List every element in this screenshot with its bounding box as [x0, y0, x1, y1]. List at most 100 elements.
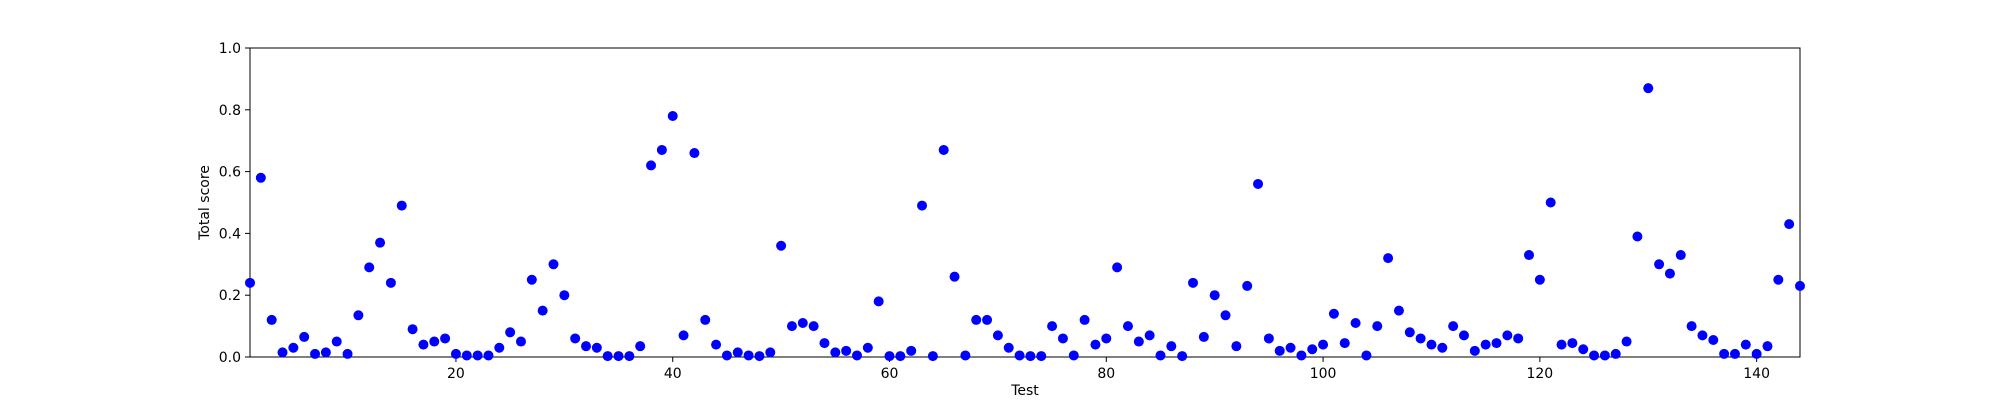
data-point [711, 339, 722, 350]
data-point [266, 314, 277, 325]
data-point [570, 333, 581, 344]
data-point [927, 351, 938, 362]
x-tick-label: 40 [664, 366, 682, 382]
plot-area [249, 47, 1801, 358]
data-point [288, 342, 299, 353]
x-tick-label: 60 [881, 366, 899, 382]
data-point [537, 305, 548, 316]
data-point [602, 351, 613, 362]
y-axis-label: Total score [197, 165, 213, 241]
y-tick-label: 0.0 [219, 350, 241, 366]
data-point [1664, 268, 1675, 279]
data-point [1708, 335, 1719, 346]
data-point [949, 271, 960, 282]
data-point [1079, 314, 1090, 325]
data-point [1198, 331, 1209, 342]
x-tick-label: 140 [1743, 366, 1770, 382]
data-point [1654, 259, 1665, 270]
data-point [1426, 339, 1437, 350]
data-point [1383, 253, 1394, 264]
data-point [808, 321, 819, 332]
data-point [1545, 197, 1556, 208]
data-point [1188, 277, 1199, 288]
data-point [1361, 350, 1372, 361]
data-point [982, 314, 993, 325]
y-axis: 0.0 0.2 0.4 0.6 0.8 1.0 [219, 41, 250, 366]
data-point [613, 351, 624, 362]
data-point [1057, 333, 1068, 344]
data-point [700, 314, 711, 325]
data-point [624, 351, 635, 362]
data-point [255, 172, 266, 183]
data-point [1036, 351, 1047, 362]
data-point [1328, 308, 1339, 319]
data-point [299, 331, 310, 342]
data-point [1047, 321, 1058, 332]
data-point [1632, 231, 1643, 242]
x-axis-label: Test [1010, 383, 1039, 399]
data-point [1675, 250, 1686, 261]
data-point [461, 350, 472, 361]
data-point [1534, 274, 1545, 285]
data-point [1296, 350, 1307, 361]
data-point [1415, 333, 1426, 344]
data-point [1773, 274, 1784, 285]
data-point [1220, 310, 1231, 321]
data-point [418, 339, 429, 350]
data-point [830, 347, 841, 358]
data-point [429, 336, 440, 347]
data-point [1599, 350, 1610, 361]
x-tick-label: 20 [447, 366, 465, 382]
data-point [1003, 342, 1014, 353]
data-point [884, 351, 895, 362]
data-point [1556, 339, 1567, 350]
data-point [331, 336, 342, 347]
data-point [1729, 348, 1740, 359]
data-point [1719, 348, 1730, 359]
data-point [1458, 330, 1469, 341]
data-point [1177, 351, 1188, 362]
data-point [895, 351, 906, 362]
data-point [917, 200, 928, 211]
data-point [1231, 341, 1242, 352]
data-point [1751, 348, 1762, 359]
data-point [1567, 338, 1578, 349]
data-point [732, 347, 743, 358]
x-tick-label: 120 [1526, 366, 1553, 382]
data-point [1578, 344, 1589, 355]
data-point [342, 348, 353, 359]
data-point [1491, 338, 1502, 349]
data-point [1513, 333, 1524, 344]
data-point [776, 240, 787, 251]
data-point [1318, 339, 1329, 350]
data-point [765, 347, 776, 358]
data-point [526, 274, 537, 285]
data-point [515, 336, 526, 347]
data-point [591, 342, 602, 353]
data-point [472, 350, 483, 361]
data-point [689, 148, 700, 159]
data-point [1253, 178, 1264, 189]
y-tick-label: 1.0 [219, 41, 241, 57]
data-point [375, 237, 386, 248]
data-point [1643, 83, 1654, 94]
data-point [1686, 321, 1697, 332]
data-point [1350, 318, 1361, 329]
data-point [1621, 336, 1632, 347]
data-point [1133, 336, 1144, 347]
data-point [1393, 305, 1404, 316]
data-point [960, 350, 971, 361]
data-point [656, 144, 667, 155]
data-point [1263, 333, 1274, 344]
data-point [1697, 330, 1708, 341]
data-point [1404, 327, 1415, 338]
data-point [851, 350, 862, 361]
y-tick-label: 0.2 [219, 288, 241, 304]
data-point [743, 350, 754, 361]
data-point [1502, 330, 1513, 341]
data-point [938, 144, 949, 155]
data-point [1469, 345, 1480, 356]
data-point [1285, 342, 1296, 353]
